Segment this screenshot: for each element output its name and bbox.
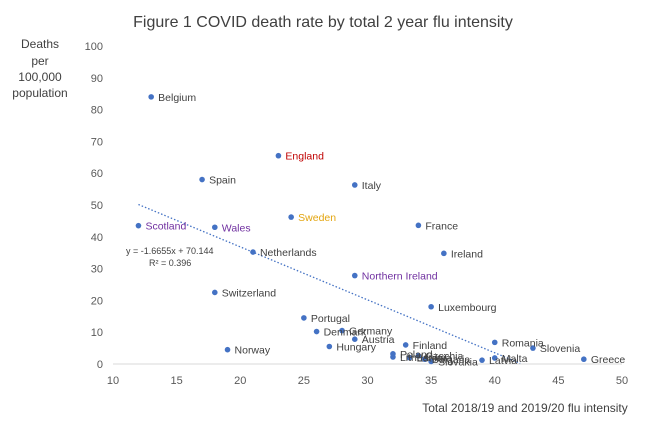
data-point-label: Germany xyxy=(349,326,393,338)
data-point xyxy=(351,272,358,279)
data-point xyxy=(491,355,498,361)
data-point xyxy=(275,152,282,159)
data-point-label: Romania xyxy=(502,337,544,349)
data-point-label: Slovenia xyxy=(540,343,580,355)
data-point xyxy=(288,214,294,220)
data-point-label: Malta xyxy=(502,353,528,365)
data-point-label: Denmark xyxy=(324,327,367,339)
x-tick-label: 25 xyxy=(298,375,310,387)
x-tick-label: 35 xyxy=(425,375,437,387)
data-point xyxy=(428,303,434,310)
data-point-label: Bulgaria xyxy=(432,354,471,366)
y-tick-label: 0 xyxy=(97,359,103,371)
data-point-label: Latvia xyxy=(489,355,517,367)
data-point-label: Czechia xyxy=(425,351,463,363)
data-point-label: Wales xyxy=(222,222,251,234)
data-point-label: Portugal xyxy=(311,313,350,325)
data-point-label: England xyxy=(285,151,324,163)
data-point xyxy=(212,289,218,296)
x-tick-label: 30 xyxy=(361,375,373,387)
x-tick-labels: 10 15 20 25 30 35 40 45 50 xyxy=(107,375,628,387)
data-point xyxy=(313,328,320,335)
data-point-label: Luxembourg xyxy=(438,302,497,314)
data-point xyxy=(441,250,447,257)
data-point-label: Estonia xyxy=(416,353,451,365)
x-tick-label: 40 xyxy=(489,375,501,387)
data-point xyxy=(212,224,218,231)
data-point xyxy=(351,336,358,342)
x-axis-title: Total 2018/19 and 2019/20 flu intensity xyxy=(422,401,628,415)
data-point-label: Italy xyxy=(362,180,382,192)
y-axis-title-line-1: Deaths xyxy=(21,37,59,51)
trendline-equation: y = -1.6655x + 70.144 xyxy=(126,246,214,256)
data-point xyxy=(491,339,498,346)
y-tick-label: 100 xyxy=(85,41,103,53)
data-point xyxy=(581,356,587,363)
data-point-label: Belgium xyxy=(158,92,196,104)
data-points xyxy=(135,94,587,365)
data-point-label: Spain xyxy=(209,175,236,187)
x-tick-label: 15 xyxy=(171,375,183,387)
data-point-labels: Belgium England Spain Italy Sweden Scotland Wa… xyxy=(145,92,625,369)
data-point xyxy=(402,342,409,348)
trendline-r-squared: R² = 0.396 xyxy=(149,258,191,268)
y-tick-label: 30 xyxy=(91,264,103,276)
data-point-label: Norway xyxy=(235,345,271,357)
data-point xyxy=(148,94,154,100)
data-point xyxy=(224,346,231,353)
data-point xyxy=(301,315,307,321)
y-axis-title-line-3: 100,000 xyxy=(18,70,62,84)
y-axis-title-line-2: per xyxy=(31,54,48,68)
y-tick-label: 10 xyxy=(91,327,103,339)
x-tick-label: 10 xyxy=(107,375,119,387)
y-tick-label: 60 xyxy=(91,168,103,180)
data-point xyxy=(428,358,434,365)
data-point-label: Greece xyxy=(591,354,626,366)
data-point xyxy=(339,327,345,334)
data-point-label: Hungary xyxy=(336,342,376,354)
data-point xyxy=(326,343,333,350)
y-axis-title: Deaths per 100,000 population xyxy=(12,37,67,100)
y-tick-label: 70 xyxy=(91,136,103,148)
x-tick-label: 50 xyxy=(616,375,628,387)
data-point-label: Austria xyxy=(362,334,395,346)
data-point xyxy=(406,354,413,361)
data-point xyxy=(479,357,485,363)
data-point xyxy=(199,176,205,183)
data-point xyxy=(135,222,142,229)
data-point xyxy=(415,352,422,359)
data-point-label: Switzerland xyxy=(222,287,276,299)
trendline-group: y = -1.6655x + 70.144 R² = 0.396 xyxy=(126,203,521,364)
data-point-label: Scotland xyxy=(145,221,186,233)
y-tick-labels: 0 10 20 30 40 50 60 70 80 90 100 xyxy=(85,41,103,371)
data-point xyxy=(250,249,256,255)
x-tick-label: 20 xyxy=(234,375,246,387)
data-point xyxy=(415,222,422,229)
data-point-label: Ireland xyxy=(451,248,483,260)
data-point xyxy=(390,354,396,360)
data-point-label: Lithuania xyxy=(400,352,443,364)
data-point-label: Slovakia xyxy=(438,356,478,368)
data-point xyxy=(421,356,428,363)
data-point xyxy=(530,345,536,351)
y-tick-label: 40 xyxy=(91,232,103,244)
x-tick-label: 45 xyxy=(552,375,564,387)
data-point-label: Northern Ireland xyxy=(362,271,438,283)
chart-title: Figure 1 COVID death rate by total 2 yea… xyxy=(133,14,513,31)
data-point-label: Sweden xyxy=(298,212,336,224)
y-axis-title-line-4: population xyxy=(12,86,67,100)
data-point-label: Netherlands xyxy=(260,247,317,259)
data-point-label: Poland xyxy=(400,349,433,361)
y-tick-label: 80 xyxy=(91,105,103,117)
y-tick-label: 20 xyxy=(91,295,103,307)
y-tick-label: 50 xyxy=(91,200,103,212)
data-point-label: France xyxy=(425,220,458,232)
data-point-label: Finland xyxy=(413,340,448,352)
trendline xyxy=(138,203,521,364)
y-tick-label: 90 xyxy=(91,73,103,85)
data-point xyxy=(351,182,358,188)
